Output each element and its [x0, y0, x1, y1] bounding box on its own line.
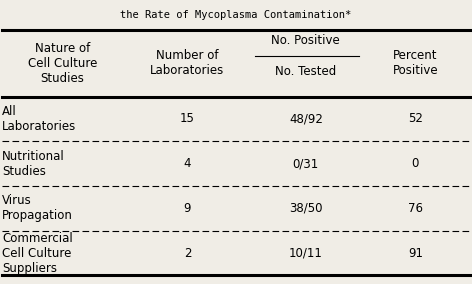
Text: 10/11: 10/11 — [289, 247, 323, 260]
Text: 9: 9 — [184, 202, 191, 215]
Text: 2: 2 — [184, 247, 191, 260]
Text: All
Laboratories: All Laboratories — [2, 105, 76, 133]
Text: No. Positive: No. Positive — [271, 34, 340, 47]
Text: the Rate of Mycoplasma Contamination*: the Rate of Mycoplasma Contamination* — [120, 10, 352, 20]
Text: 91: 91 — [408, 247, 423, 260]
Text: 48/92: 48/92 — [289, 112, 323, 126]
Text: 0: 0 — [412, 157, 419, 170]
Text: 38/50: 38/50 — [289, 202, 322, 215]
Text: Virus
Propagation: Virus Propagation — [2, 194, 73, 222]
Text: No. Tested: No. Tested — [275, 65, 337, 78]
Text: 15: 15 — [180, 112, 195, 126]
Text: Number of
Laboratories: Number of Laboratories — [150, 49, 225, 77]
Text: 52: 52 — [408, 112, 423, 126]
Text: 76: 76 — [408, 202, 423, 215]
Text: Nutritional
Studies: Nutritional Studies — [2, 150, 65, 178]
Text: Percent
Positive: Percent Positive — [393, 49, 438, 77]
Text: Commercial
Cell Culture
Suppliers: Commercial Cell Culture Suppliers — [2, 232, 73, 275]
Text: 0/31: 0/31 — [293, 157, 319, 170]
Text: 4: 4 — [184, 157, 191, 170]
Text: Nature of
Cell Culture
Studies: Nature of Cell Culture Studies — [28, 42, 97, 85]
